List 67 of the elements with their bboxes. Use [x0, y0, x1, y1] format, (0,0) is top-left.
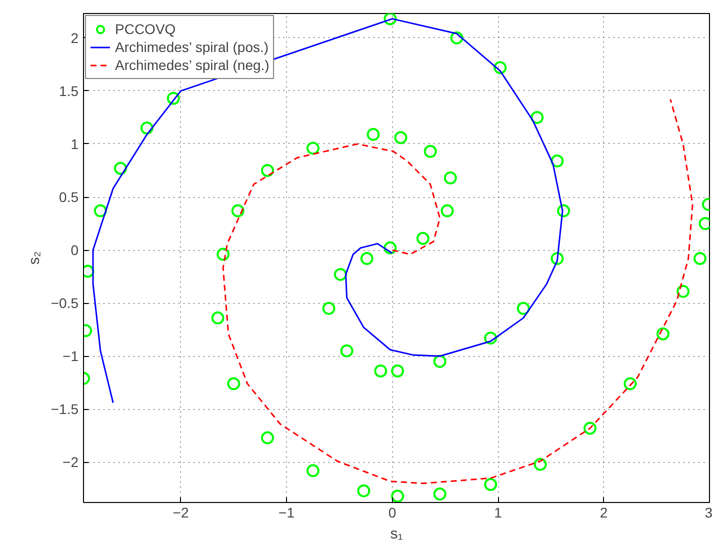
point: [656, 327, 670, 340]
point: [322, 302, 336, 315]
point: [557, 204, 570, 218]
point: [433, 354, 446, 368]
point: [424, 144, 437, 158]
point: [530, 110, 544, 124]
point: [366, 128, 380, 141]
point: [484, 332, 498, 345]
y-tick-label: −0.5: [50, 295, 79, 312]
y-tick-label: −1: [62, 348, 79, 364]
point: [114, 162, 128, 175]
point: [94, 204, 107, 218]
point: [374, 364, 388, 378]
y-tick-label: 1.5: [59, 82, 79, 99]
point: [391, 364, 404, 378]
point: [391, 490, 404, 502]
point: [384, 241, 397, 254]
x-axis-title: s₁: [390, 526, 403, 542]
legend-label: Archimedes’ spiral (neg.): [115, 56, 270, 74]
point: [306, 464, 320, 478]
x-tick-label: 3: [704, 504, 712, 520]
x-tick-label: 2: [600, 504, 608, 520]
y-tick-label: 0.5: [59, 189, 79, 206]
y-axis-title: s₂: [26, 251, 43, 265]
point: [676, 284, 690, 298]
point: [450, 31, 464, 44]
point: [306, 142, 320, 155]
point: [340, 344, 354, 358]
legend-label: Archimedes’ spiral (pos.): [115, 38, 269, 56]
point: [584, 422, 597, 435]
x-tick-label: 1: [494, 504, 502, 520]
point: [357, 484, 370, 498]
line-series: [222, 98, 694, 484]
y-tick-label: 1: [70, 136, 79, 152]
x-tick-label: −1: [278, 504, 295, 520]
point: [494, 61, 507, 74]
y-tick-label: −1.5: [50, 401, 79, 418]
y-tick-label: −2: [62, 454, 79, 470]
point: [550, 252, 564, 266]
point: [444, 171, 457, 184]
point: [211, 311, 224, 324]
point: [384, 14, 397, 26]
legend-label: PCCOVQ: [115, 20, 176, 38]
point: [231, 204, 244, 218]
point: [334, 268, 347, 281]
point: [534, 458, 547, 471]
y-tick-label: 0: [70, 242, 79, 258]
point: [484, 478, 498, 491]
point: [693, 252, 706, 266]
x-tick-label: −2: [172, 504, 189, 520]
point: [394, 131, 408, 144]
point: [624, 377, 637, 390]
point: [260, 431, 274, 444]
point: [440, 204, 454, 218]
point: [166, 92, 180, 105]
point: [140, 122, 154, 135]
point: [216, 248, 230, 261]
point: [227, 377, 240, 390]
point: [260, 164, 274, 177]
point: [360, 252, 374, 266]
point: [416, 232, 430, 245]
point: [516, 302, 530, 315]
line-series: [92, 18, 564, 404]
x-tick-label: 0: [388, 504, 396, 520]
point: [433, 488, 446, 501]
point: [550, 154, 564, 168]
y-tick-label: 2: [70, 30, 79, 46]
